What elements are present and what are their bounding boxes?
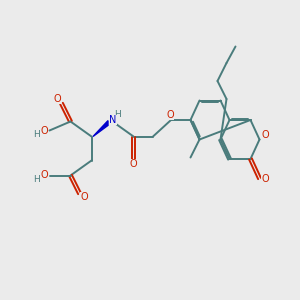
Text: O: O bbox=[40, 125, 48, 136]
Polygon shape bbox=[93, 121, 108, 136]
Text: O: O bbox=[53, 94, 61, 104]
Text: H: H bbox=[114, 110, 121, 119]
Text: N: N bbox=[110, 115, 117, 125]
Text: O: O bbox=[261, 130, 269, 140]
Text: O: O bbox=[167, 110, 174, 120]
Text: O: O bbox=[80, 192, 88, 202]
Text: O: O bbox=[129, 159, 137, 170]
Text: H: H bbox=[33, 175, 39, 184]
Text: O: O bbox=[40, 170, 48, 181]
Text: O: O bbox=[261, 173, 269, 184]
Text: H: H bbox=[33, 130, 39, 139]
